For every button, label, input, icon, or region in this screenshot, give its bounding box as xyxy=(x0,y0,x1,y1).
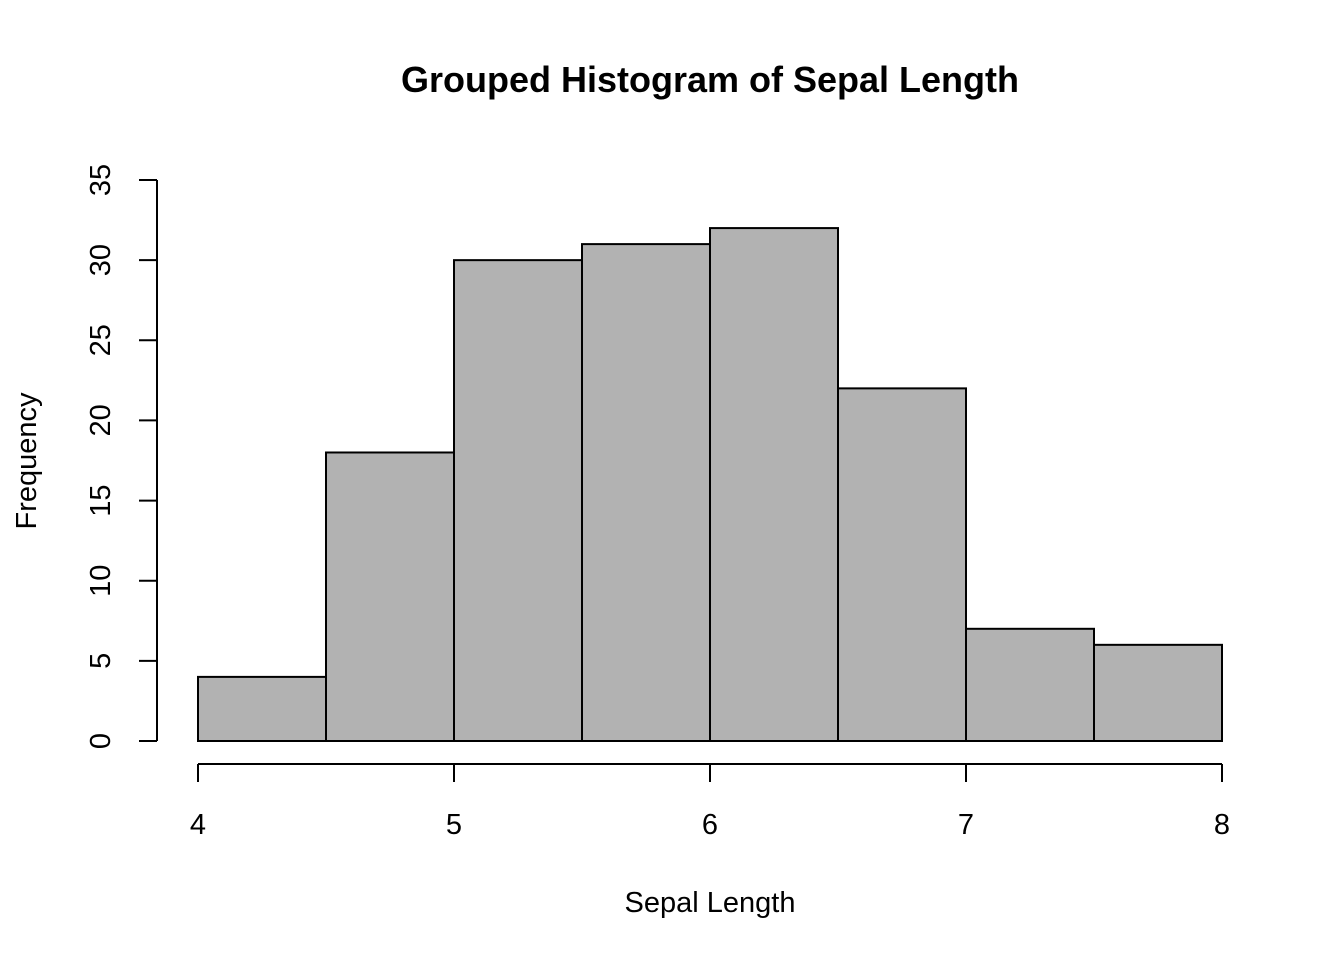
histogram-bar xyxy=(581,243,711,742)
x-tick-label: 6 xyxy=(702,809,718,841)
y-tick-label: 5 xyxy=(85,653,117,669)
x-axis-label: Sepal Length xyxy=(625,887,796,919)
y-tick-label: 20 xyxy=(85,404,117,436)
y-tick-label: 30 xyxy=(85,244,117,276)
histogram-bar xyxy=(1093,643,1223,742)
histogram-bar xyxy=(453,259,583,742)
chart-title: Grouped Histogram of Sepal Length xyxy=(401,59,1019,100)
histogram-bar xyxy=(837,387,967,742)
x-tick-label: 8 xyxy=(1214,809,1230,841)
y-tick-label: 35 xyxy=(85,164,117,196)
y-axis: 0 5 10 15 20 25 30 35 xyxy=(85,164,158,749)
y-tick-label: 15 xyxy=(85,484,117,516)
histogram-bar xyxy=(197,675,327,743)
x-tick-label: 5 xyxy=(446,809,462,841)
x-tick-label: 7 xyxy=(958,809,974,841)
y-axis-label: Frequency xyxy=(11,392,43,530)
y-tick-label: 0 xyxy=(85,733,117,749)
x-axis: 4 5 6 7 8 xyxy=(190,763,1230,841)
histogram-bar xyxy=(965,627,1095,742)
y-tick-label: 25 xyxy=(85,324,117,356)
histogram-bar xyxy=(709,227,839,743)
bars-group xyxy=(197,227,1223,743)
histogram-bar xyxy=(325,451,455,742)
x-tick-label: 4 xyxy=(190,809,206,841)
y-tick-label: 10 xyxy=(85,565,117,597)
